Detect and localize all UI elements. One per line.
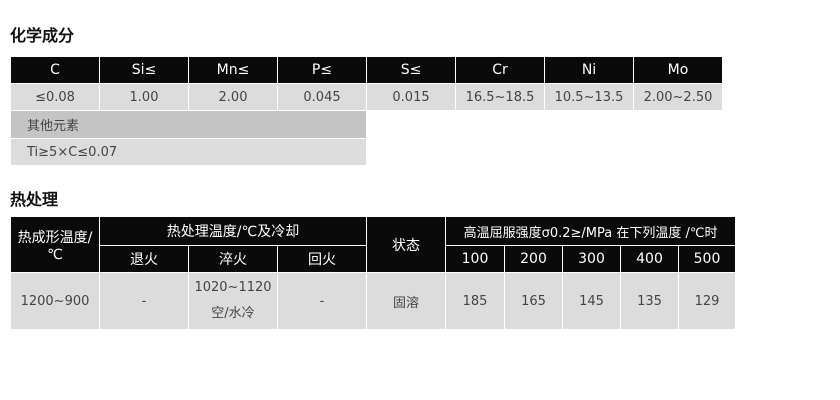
- header-temp-100: 100: [445, 245, 505, 273]
- chemical-composition-table: C Si≤ Mn≤ P≤ S≤ Cr Ni Mo ≤0.08 1.00 2.00…: [10, 56, 723, 166]
- header-quench: 淬火: [188, 245, 278, 273]
- header-state: 状态: [366, 216, 446, 273]
- header-temp-400: 400: [620, 245, 679, 273]
- header-c: C: [10, 56, 100, 84]
- table-row: 1200~900 - 1020~1120 空/水冷 - 固溶 185 165 1…: [10, 272, 737, 330]
- header-forming-temp: 热成形温度/℃: [10, 216, 100, 273]
- header-row: C Si≤ Mn≤ P≤ S≤ Cr Ni Mo: [10, 56, 723, 84]
- anneal-value: -: [99, 272, 189, 330]
- header-si: Si≤: [99, 56, 189, 84]
- heat-treatment-title: 热处理: [10, 190, 59, 209]
- header-mn: Mn≤: [188, 56, 278, 84]
- value-s: 0.015: [366, 83, 456, 111]
- quench-temp: 1020~1120: [194, 280, 272, 295]
- header-temp-300: 300: [562, 245, 621, 273]
- header-p: P≤: [277, 56, 367, 84]
- value-mo: 2.00~2.50: [633, 83, 723, 111]
- state-value: 固溶: [366, 272, 446, 330]
- forming-temp-value: 1200~900: [10, 272, 100, 330]
- header-temper: 回火: [277, 245, 367, 273]
- yield-300: 145: [562, 272, 621, 330]
- header-cr: Cr: [455, 56, 545, 84]
- header-mo: Mo: [633, 56, 723, 84]
- heat-treatment-table: 热成形温度/℃ 热处理温度/℃及冷却 状态 高温屈服强度σ0.2≥/MPa 在下…: [10, 216, 737, 330]
- other-elements-label: 其他元素: [10, 110, 367, 139]
- value-ni: 10.5~13.5: [544, 83, 634, 111]
- value-mn: 2.00: [188, 83, 278, 111]
- header-ni: Ni: [544, 56, 634, 84]
- header-anneal: 退火: [99, 245, 189, 273]
- value-c: ≤0.08: [10, 83, 100, 111]
- yield-200: 165: [504, 272, 563, 330]
- value-row: ≤0.08 1.00 2.00 0.045 0.015 16.5~18.5 10…: [10, 83, 723, 111]
- header-yield-strength: 高温屈服强度σ0.2≥/MPa 在下列温度 /℃时: [444, 216, 737, 246]
- quench-cooling: 空/水冷: [211, 306, 255, 321]
- quench-value: 1020~1120 空/水冷: [188, 272, 278, 330]
- yield-100: 185: [445, 272, 505, 330]
- yield-500: 129: [677, 272, 737, 330]
- header-temp-200: 200: [504, 245, 563, 273]
- header-treatment-temp: 热处理温度/℃及冷却: [99, 216, 367, 246]
- value-p: 0.045: [277, 83, 367, 111]
- value-si: 1.00: [99, 83, 189, 111]
- header-s: S≤: [366, 56, 456, 84]
- temper-value: -: [277, 272, 367, 330]
- other-elements-value: Ti≥5×C≤0.07: [10, 138, 367, 166]
- chemical-composition-title: 化学成分: [10, 26, 75, 45]
- header-temp-500: 500: [677, 245, 737, 273]
- value-cr: 16.5~18.5: [455, 83, 545, 111]
- yield-400: 135: [620, 272, 679, 330]
